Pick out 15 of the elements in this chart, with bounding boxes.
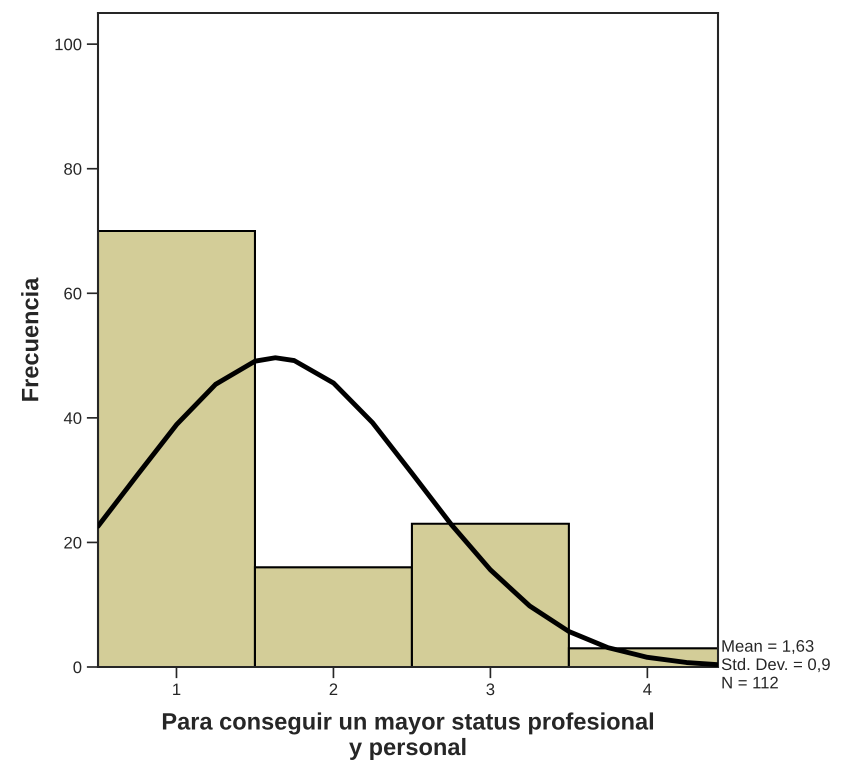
y-tick-label: 20 — [64, 536, 82, 549]
y-tick-label: 0 — [73, 661, 82, 674]
x-tick-label: 1 — [173, 684, 180, 696]
y-axis-title: Frecuencia — [21, 278, 38, 401]
x-tick-label: 2 — [330, 683, 338, 696]
y-tick-label: 40 — [64, 412, 82, 424]
x-tick-label: 4 — [643, 684, 652, 696]
y-tick-label: 80 — [64, 163, 82, 175]
x-axis-title: Para conseguir un mayor status profesional y personal — [162, 712, 654, 760]
x-tick-label: 3 — [486, 683, 494, 696]
text: Std. Dev. = 0,9 — [722, 658, 830, 672]
y-tick-label: 100 — [55, 38, 82, 50]
text: Mean = 1,63 — [722, 640, 814, 654]
y-tick-label: 60 — [64, 288, 82, 300]
text: N = 112 — [722, 676, 778, 688]
